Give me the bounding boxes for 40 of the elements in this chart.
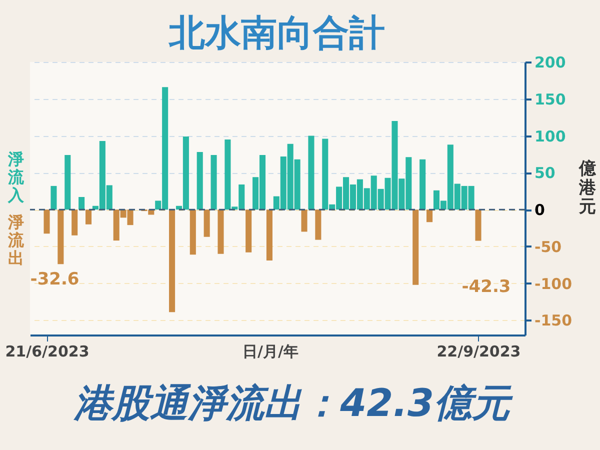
bar <box>266 210 272 260</box>
bar <box>190 210 196 255</box>
y-axis-title: 億港元 <box>578 159 597 218</box>
x-tick-label: 21/6/2023 <box>5 342 90 360</box>
y-tick-label: 50 <box>534 164 556 182</box>
bar <box>196 152 203 210</box>
bar <box>475 210 482 241</box>
x-axis-title: 日/月/年 <box>242 342 298 360</box>
y-tick-label: -50 <box>534 238 562 256</box>
bar <box>308 136 314 210</box>
bar <box>204 210 210 237</box>
bar <box>72 210 78 236</box>
bar <box>78 197 85 210</box>
data-label: -42.3 <box>462 276 511 297</box>
series-label: 淨流入 <box>7 150 25 205</box>
bar <box>169 210 176 312</box>
series-label: 淨流出 <box>7 212 25 268</box>
bar <box>426 210 433 222</box>
bar <box>412 210 419 285</box>
y-tick-label: 200 <box>534 54 566 72</box>
y-tick-label: 100 <box>534 127 566 146</box>
bar <box>218 210 224 254</box>
bar <box>85 210 92 224</box>
bar <box>58 210 64 264</box>
chart-title: 北水南向合計 <box>168 13 385 54</box>
bar <box>210 154 217 210</box>
bar <box>50 186 57 210</box>
bar <box>420 159 426 210</box>
text: 港股通淨流出：42.3億元 <box>73 381 514 425</box>
bar <box>64 154 71 210</box>
bar <box>301 210 308 232</box>
bar <box>44 210 50 234</box>
bar <box>246 210 252 252</box>
y-tick-label: -100 <box>534 274 572 293</box>
data-label: -32.6 <box>30 270 80 290</box>
y-tick-label: -150 <box>534 312 572 330</box>
bar <box>315 210 322 240</box>
x-tick-label: 22/9/2023 <box>436 342 521 360</box>
y-tick-label: 0 <box>534 201 545 220</box>
y-tick-label: 150 <box>534 90 566 108</box>
